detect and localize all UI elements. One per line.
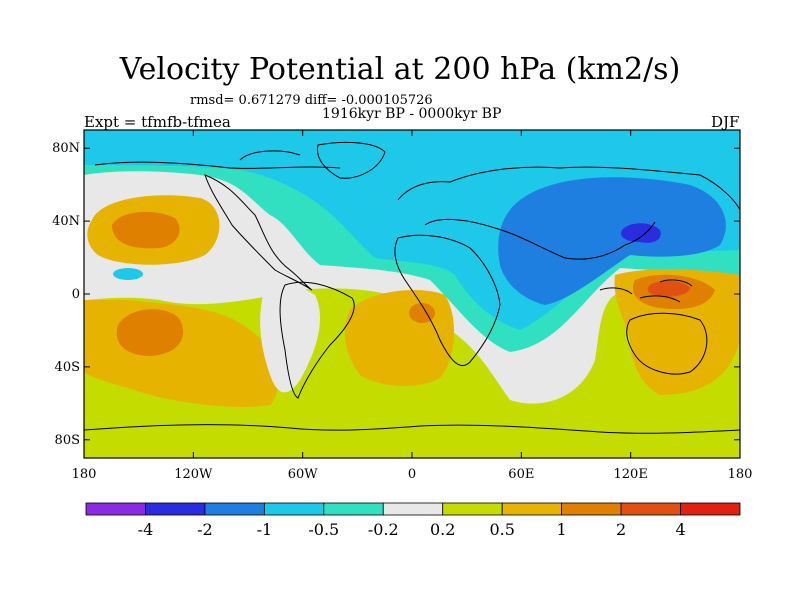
coast-south-america [279,281,355,399]
lon-tick-label: 180 [728,467,753,482]
axis-labels: 80N 40N 0 40S 80S 180 120W 60W 0 60E 120E 180 [52,141,752,482]
season-label: DJF [711,113,740,131]
contour-neutral-samerica [260,284,320,393]
colorbar-swatch [501,502,563,516]
colorbar-label: -0.2 [368,520,399,539]
contour-yellow-satlantic [344,290,455,386]
contour-orange-satlantic [409,303,435,323]
contour-orange-spacific [116,309,184,356]
colorbar-swatch [263,502,325,516]
lat-tick-label: 0 [72,287,80,302]
colorbar-swatch [85,502,146,516]
lon-tick-label: 60E [508,467,534,482]
lat-tick-label: 40S [55,360,80,375]
coast-indonesia [599,279,693,303]
lat-tick-label: 80N [52,141,80,156]
axis-ticks [83,130,741,458]
colorbar-label: 2 [616,520,626,539]
colorbar-labels: -4 -2 -1 -0.5 -0.2 0.2 0.5 1 2 4 [138,520,686,539]
colorbar-swatch [620,502,681,516]
colorbar-swatch [145,502,206,516]
stats-subtitle: rmsd= 0.671279 diff= -0.000105726 [190,93,433,108]
lon-tick-label: 120E [614,467,648,482]
colorbar-swatch [204,502,265,516]
coast-greenland [316,141,386,179]
velocity-potential-field [84,130,740,458]
field-antarctic [84,410,740,458]
colorbar-swatch [382,502,444,516]
coast-australia [626,312,708,375]
colorbar-swatch [680,502,741,516]
colorbar-label: -0.5 [308,520,339,539]
colorbar-label: 0.2 [430,520,455,539]
lon-tick-label: 60W [288,467,319,482]
lon-tick-label: 180 [72,467,97,482]
colorbar-label: -1 [257,520,273,539]
colorbar-swatch [561,502,622,516]
lon-tick-label: 0 [408,467,416,482]
lat-tick-label: 80S [55,433,80,448]
map-title: Velocity Potential at 200 hPa (km2/s) [119,52,681,87]
colorbar-label: -2 [197,520,213,539]
colorbar [85,502,741,516]
colorbar-swatch [323,502,384,516]
coast-antarctica [83,424,741,434]
lat-tick-label: 40N [52,214,80,229]
colorbar-label: 0.5 [489,520,514,539]
coastlines [83,141,741,434]
contour-blue-asia [498,177,726,305]
coast-africa [394,234,501,367]
contour-orange-npacific [112,211,180,249]
experiment-label: Expt = tfmfb-tfmea [84,113,231,131]
lon-tick-label: 120W [174,467,213,482]
colorbar-swatch [442,502,503,516]
colorbar-label: -4 [138,520,154,539]
coast-north-america [204,174,313,291]
coast-alaska-canada [94,150,341,169]
contour-red-wpacific [647,280,690,297]
contour-cyan-pacific [113,268,143,280]
colorbar-label: 1 [557,520,567,539]
colorbar-label: 4 [675,520,685,539]
period-subtitle: 1916kyr BP - 0000kyr BP [322,106,502,122]
coast-europe-asia [397,166,741,260]
